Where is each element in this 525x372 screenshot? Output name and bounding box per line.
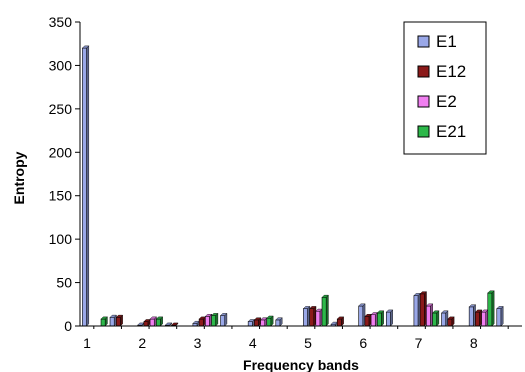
bar-e12-10 (364, 313, 372, 327)
bar-e12-12 (419, 291, 427, 327)
y-tick-label: 250 (49, 101, 73, 117)
bar-e1-1 (109, 314, 117, 327)
bar-e1-12 (413, 292, 421, 327)
y-axis-title: Entropy (11, 151, 27, 204)
y-tick-label: 200 (49, 144, 73, 160)
x-tick-label: 5 (304, 335, 312, 351)
bar-e12-6 (253, 317, 262, 327)
y-tick-label: 50 (56, 275, 72, 291)
bar-e21-8 (321, 294, 329, 327)
legend-swatch (417, 65, 430, 78)
bar-e1-9 (330, 321, 338, 327)
bar-e2-14 (481, 309, 489, 327)
bar-e12-13 (447, 316, 455, 327)
bar-e21-12 (432, 310, 440, 327)
y-tick-label: 350 (49, 14, 73, 30)
bar-e21-0 (100, 316, 108, 327)
x-tick-label: 4 (249, 335, 257, 351)
legend-swatch (417, 35, 430, 48)
legend-label: E21 (436, 122, 466, 141)
bar-e1-0 (81, 45, 90, 327)
x-ticks: 1 2 3 4 5 6 7 8 (83, 326, 509, 351)
bar-e1-13 (441, 310, 449, 327)
legend-item-e1: E1 (417, 32, 457, 51)
bar-e12-14 (474, 309, 483, 327)
x-tick-label: 3 (194, 335, 202, 351)
bar-e2-8 (315, 308, 323, 327)
bar-e21-10 (376, 310, 385, 327)
bar-e12-2 (143, 318, 151, 327)
y-tick-label: 100 (49, 231, 73, 247)
bar-e12-8 (309, 305, 317, 327)
legend-swatch (417, 125, 430, 138)
bar-e1-7 (275, 317, 283, 327)
bar-e2-6 (260, 317, 268, 327)
bar-e1-8 (302, 305, 311, 327)
x-tick-label: 6 (359, 335, 367, 351)
bar-e21-4 (211, 312, 219, 327)
x-tick-label: 7 (415, 335, 423, 351)
y-tick-label: 150 (49, 188, 73, 204)
bar-e21-2 (155, 316, 164, 327)
y-tick-label: 0 (64, 318, 72, 334)
y-ticks: 0 50 100 150 200 250 300 350 (49, 14, 80, 334)
bar-e1-5 (220, 312, 228, 327)
legend-swatch (417, 95, 430, 108)
bar-e12-9 (336, 316, 345, 327)
y-tick-label: 300 (49, 57, 73, 73)
bar-e1-6 (247, 318, 256, 327)
x-tick-label: 8 (470, 335, 478, 351)
bar-e1-15 (496, 305, 504, 327)
bar-e1-4 (192, 320, 200, 327)
x-tick-label: 1 (83, 335, 91, 351)
x-axis-title: Frequency bands (243, 357, 359, 372)
legend-item-e12: E12 (417, 62, 466, 81)
bar-e12-4 (198, 316, 206, 327)
bar-e21-14 (487, 290, 495, 327)
legend: E1 E12 E2 E21 (403, 21, 487, 155)
bar-e1-10 (358, 303, 366, 327)
legend-item-e2: E2 (417, 92, 457, 111)
axes (79, 22, 522, 327)
legend-item-e21: E21 (417, 122, 466, 141)
bar-e21-6 (266, 315, 274, 327)
bar-e2-4 (204, 313, 213, 327)
plot-area (81, 45, 504, 327)
legend-label: E2 (436, 92, 457, 111)
bar-e12-1 (115, 314, 124, 327)
legend-label: E1 (436, 32, 457, 51)
x-tick-label: 2 (138, 335, 146, 351)
bar-e1-11 (385, 309, 394, 327)
legend-label: E12 (436, 62, 466, 81)
bar-e2-10 (370, 312, 378, 327)
bar-e1-14 (468, 304, 477, 327)
bar-e2-2 (149, 316, 157, 327)
bar-e2-12 (425, 303, 434, 327)
